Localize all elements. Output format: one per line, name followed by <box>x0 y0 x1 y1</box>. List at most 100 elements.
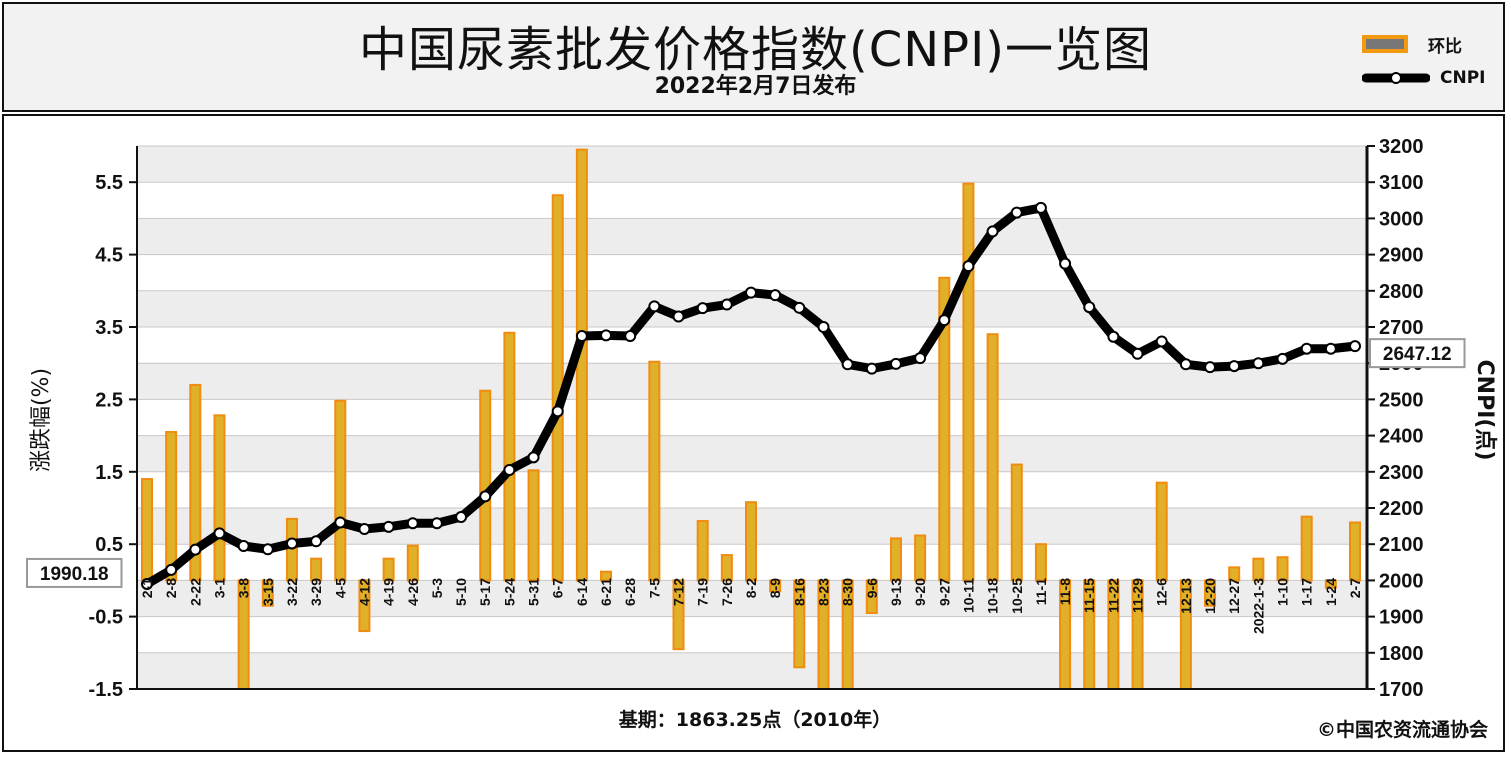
y2-tick-label: 3100 <box>1379 172 1424 194</box>
x-tick-label: 3-15 <box>260 578 276 606</box>
bar-5-31 <box>527 469 540 582</box>
cnpi-point-2-22 <box>189 543 202 556</box>
x-tick-label: 6-28 <box>622 578 638 606</box>
x-tick-label: 4-26 <box>405 578 421 606</box>
bar-8-16 <box>793 579 806 669</box>
cnpi-point-7-26 <box>720 298 733 311</box>
x-tick-label: 12-13 <box>1178 578 1194 614</box>
legend-bar-label: 环比 <box>1428 36 1462 57</box>
x-tick-label: 5-24 <box>501 578 517 606</box>
x-tick-label: 12-6 <box>1154 578 1170 606</box>
x-tick-label: 5-31 <box>526 578 542 606</box>
legend-line-label: CNPI <box>1440 68 1486 88</box>
x-tick-label: 11-1 <box>1033 578 1049 605</box>
x-tick-label: 2-8 <box>163 578 179 598</box>
cnpi-point-5-17 <box>479 490 492 503</box>
bar-7-19 <box>696 520 709 582</box>
bar-5-17 <box>479 389 492 582</box>
bar-5-24 <box>503 331 516 582</box>
cnpi-point-3-15 <box>261 543 274 556</box>
bar-3-1 <box>213 414 226 582</box>
header-panel <box>2 2 1505 112</box>
cnpi-point-3-1 <box>213 527 226 540</box>
cnpi-point-8-30 <box>841 358 854 371</box>
y2-tick-label: 2200 <box>1379 498 1424 520</box>
y2-tick-label: 2500 <box>1379 389 1424 411</box>
x-tick-label: 1-10 <box>1275 578 1291 606</box>
bar-6-14 <box>575 148 588 582</box>
x-tick-label: 3-1 <box>211 578 227 598</box>
cnpi-point-4-26 <box>406 517 419 530</box>
x-tick-label: 4-12 <box>356 578 372 606</box>
x-tick-label: 11-8 <box>1057 578 1073 605</box>
grid-band <box>137 435 1367 472</box>
x-tick-label: 2-7 <box>1347 578 1363 598</box>
x-tick-label: 9-13 <box>888 578 904 606</box>
cnpi-point-8-23 <box>817 321 830 333</box>
y-tick-label: 2.5 <box>95 389 123 411</box>
legend-bar-swatch <box>1362 35 1408 53</box>
bar-3-15 <box>261 579 274 607</box>
y-tick-label: 0.5 <box>95 534 123 556</box>
y2-tick-label: 2800 <box>1379 281 1424 303</box>
cnpi-point-12-27 <box>1228 360 1241 373</box>
bar-7-26 <box>720 554 733 582</box>
x-tick-label: 8-23 <box>815 578 831 606</box>
cnpi-point-3-22 <box>285 537 298 550</box>
bar-2-8 <box>165 430 178 582</box>
x-tick-label: 4-5 <box>332 578 348 598</box>
bar-9-20 <box>914 534 927 582</box>
cnpi-point-5-31 <box>527 451 540 464</box>
grid-band <box>137 580 1367 617</box>
y2-tick-label: 2400 <box>1379 426 1424 448</box>
bar-8-2 <box>745 501 757 582</box>
cnpi-point-6-28 <box>624 330 637 343</box>
bar-2022-1-3 <box>1252 557 1265 582</box>
cnpi-point-12-13 <box>1179 358 1192 371</box>
bar-6-21 <box>600 570 613 582</box>
cnpi-point-8-9 <box>769 289 782 302</box>
callout-last-box <box>1369 338 1466 369</box>
grid-band <box>137 218 1367 255</box>
legend-item-line: CNPI <box>1362 64 1486 92</box>
cnpi-point-4-5 <box>334 516 347 529</box>
grid-band <box>137 652 1367 689</box>
cnpi-point-5-10 <box>455 511 468 524</box>
x-tick-label: 8-9 <box>767 578 783 598</box>
cnpi-point-8-2 <box>745 286 757 299</box>
cnpi-point-9-13 <box>889 357 902 370</box>
x-tick-label: 9-20 <box>912 578 928 606</box>
x-tick-label: 4-19 <box>381 578 397 606</box>
x-tick-label: 7-26 <box>719 578 735 606</box>
y2-tick-label: 2700 <box>1379 317 1424 339</box>
cnpi-point-2022-1-3 <box>1252 357 1265 370</box>
x-tick-label: 10-25 <box>1009 578 1025 614</box>
y2-tick-label: 1700 <box>1379 679 1424 701</box>
legend-line-swatch <box>1362 72 1430 84</box>
bar-9-13 <box>889 537 902 582</box>
y2-tick-label: 3000 <box>1379 208 1424 230</box>
cnpi-point-11-1 <box>1034 201 1047 214</box>
cnpi-point-12-6 <box>1155 335 1168 348</box>
cnpi-point-6-7 <box>551 405 564 418</box>
y-tick-label: 4.5 <box>95 245 123 267</box>
x-tick-label: 12-27 <box>1226 578 1242 614</box>
chart-title: 中国尿素批发价格指数(CNPI)一览图 <box>359 22 1152 78</box>
bar-4-19 <box>382 557 395 582</box>
x-tick-label: 8-30 <box>840 578 856 606</box>
y2-axis-label: CNPI(点) <box>1472 360 1498 461</box>
x-tick-label: 8-16 <box>791 578 807 606</box>
credit: ©中国农资流通协会 <box>1317 718 1488 741</box>
bar-9-6 <box>865 579 878 614</box>
y-tick-label: -1.5 <box>89 679 123 701</box>
bar-10-25 <box>1010 463 1023 582</box>
cnpi-point-3-29 <box>310 535 323 548</box>
x-tick-label: 2-1 <box>139 578 155 598</box>
cnpi-point-9-27 <box>938 314 951 327</box>
x-tick-label: 3-29 <box>308 578 324 606</box>
x-tick-label: 6-14 <box>574 578 590 606</box>
grid-band <box>137 146 1367 183</box>
bar-8-9 <box>769 579 782 593</box>
